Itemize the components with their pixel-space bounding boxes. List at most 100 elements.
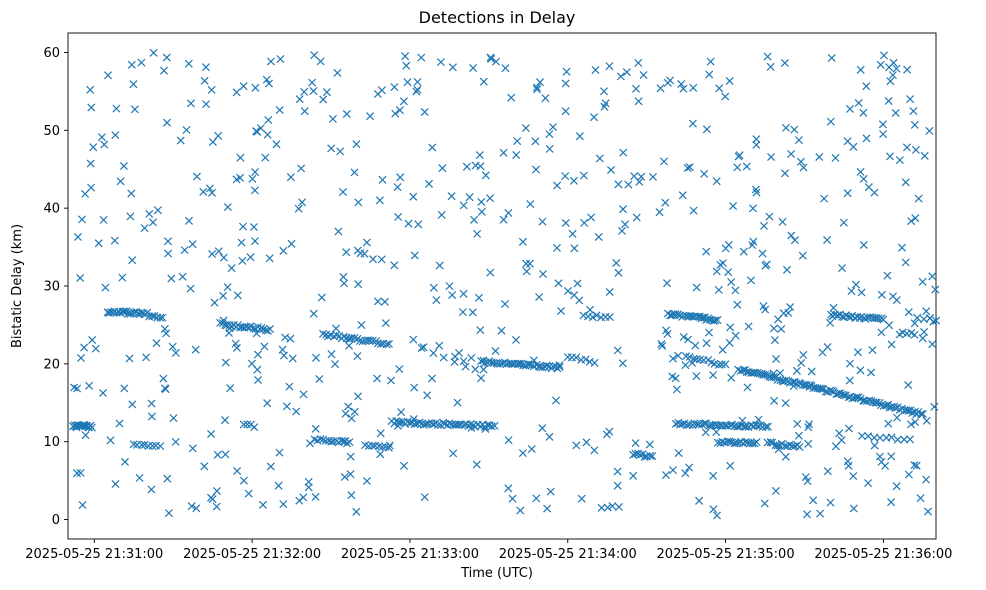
data-point	[258, 500, 268, 509]
data-point	[129, 440, 138, 449]
data-point	[100, 140, 109, 149]
data-point	[714, 360, 723, 369]
data-point	[701, 428, 710, 437]
data-point	[327, 350, 336, 359]
data-point	[373, 297, 382, 306]
data-point	[918, 277, 927, 286]
data-point	[110, 236, 119, 245]
x-axis-label: Time (UTC)	[460, 566, 533, 581]
data-point	[140, 224, 149, 233]
data-point	[328, 114, 337, 123]
data-point	[695, 496, 704, 505]
data-point	[477, 207, 486, 216]
data-point	[531, 165, 541, 174]
data-point	[336, 147, 345, 156]
data-point	[469, 63, 478, 73]
x-tick-label: 2025-05-25 21:32:00	[183, 547, 321, 562]
data-point	[718, 259, 728, 268]
data-point	[605, 62, 614, 71]
data-point	[212, 486, 221, 496]
data-point	[127, 189, 136, 198]
data-point	[709, 371, 718, 380]
data-point	[423, 391, 432, 400]
data-point	[226, 384, 235, 393]
data-point	[300, 87, 309, 96]
data-point	[148, 312, 157, 321]
data-point	[135, 473, 144, 482]
data-point	[857, 431, 867, 440]
data-point	[930, 402, 939, 411]
data-point	[702, 247, 711, 256]
data-point	[529, 356, 538, 365]
data-point	[116, 177, 125, 186]
data-point	[448, 63, 457, 72]
data-point	[743, 438, 752, 447]
data-point	[911, 214, 920, 223]
x-tick-label: 2025-05-25 21:33:00	[341, 547, 479, 562]
y-tick-label: 40	[43, 202, 60, 217]
data-point	[582, 438, 591, 447]
data-point	[885, 152, 895, 161]
data-point	[787, 149, 796, 159]
data-point	[889, 58, 898, 67]
data-point	[392, 417, 401, 426]
data-point	[659, 157, 669, 166]
data-point	[304, 483, 313, 492]
data-point	[297, 164, 306, 173]
data-point	[275, 448, 284, 457]
data-point	[319, 95, 328, 104]
data-point	[823, 467, 832, 476]
data-point	[542, 361, 551, 370]
data-point	[780, 58, 789, 68]
data-point	[668, 354, 678, 363]
data-point	[412, 87, 421, 96]
data-point	[739, 247, 748, 256]
data-point	[845, 104, 855, 114]
data-point	[685, 463, 694, 472]
data-point	[221, 450, 230, 459]
data-point	[877, 457, 886, 466]
data-point	[753, 421, 763, 430]
data-point	[80, 343, 89, 352]
data-point	[81, 431, 90, 440]
data-point	[928, 272, 937, 281]
data-point	[587, 213, 596, 222]
data-point	[97, 133, 106, 142]
data-point	[545, 130, 554, 139]
data-point	[910, 330, 919, 339]
data-point	[248, 174, 257, 183]
data-point	[918, 334, 927, 343]
data-point	[727, 373, 736, 382]
data-point	[152, 339, 161, 348]
data-point	[857, 288, 866, 297]
data-point	[504, 484, 513, 493]
data-point	[366, 112, 375, 121]
data-point	[853, 348, 862, 357]
data-point	[552, 243, 562, 252]
data-point	[879, 51, 889, 60]
data-point	[872, 398, 881, 407]
data-point	[618, 205, 628, 214]
data-point	[845, 359, 855, 368]
data-point	[292, 407, 301, 416]
data-point	[207, 188, 217, 197]
data-point	[118, 273, 127, 282]
data-point	[309, 309, 318, 318]
data-point	[473, 229, 482, 238]
data-point	[208, 137, 217, 147]
data-point	[799, 350, 808, 359]
data-point	[87, 103, 96, 112]
data-point	[396, 173, 405, 182]
data-point	[541, 94, 550, 103]
data-point	[692, 283, 701, 292]
data-point	[274, 481, 283, 490]
data-point	[508, 494, 517, 503]
data-point	[350, 168, 359, 177]
data-point	[895, 156, 904, 165]
data-point	[546, 487, 555, 496]
data-point	[726, 461, 735, 470]
data-point	[569, 176, 578, 185]
data-point	[613, 346, 622, 355]
data-point	[376, 450, 385, 459]
data-point	[515, 359, 524, 368]
